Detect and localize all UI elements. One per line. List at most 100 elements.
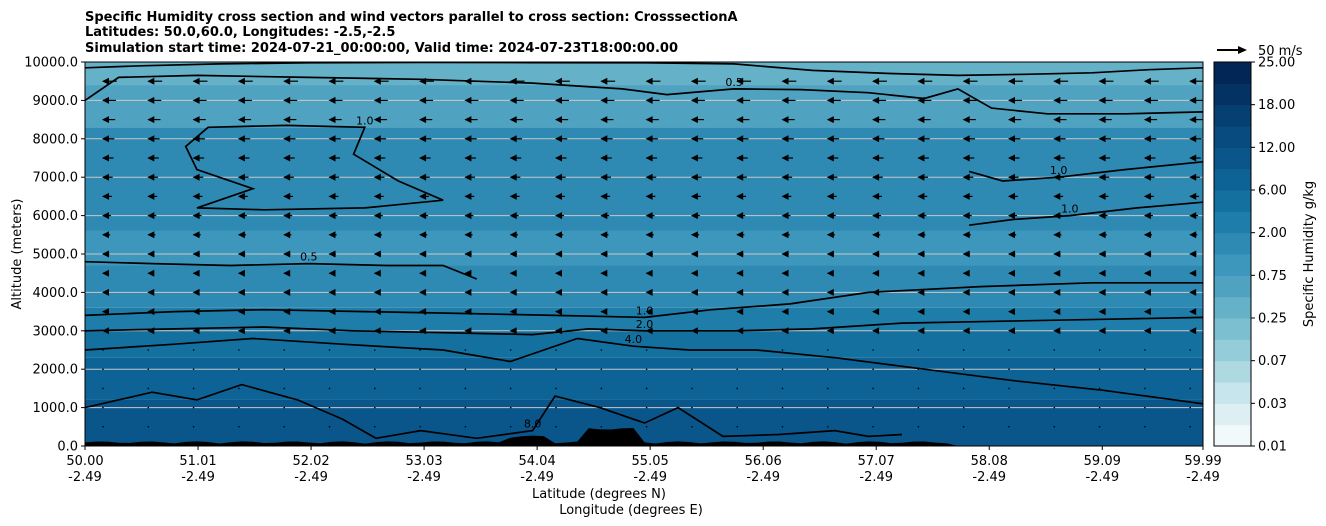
colorbar-segment [1214, 104, 1251, 127]
wind-vector-head [962, 231, 970, 239]
wind-vector-dot [102, 349, 104, 351]
wind-vector-dot [917, 368, 920, 371]
wind-vector-head [962, 96, 970, 104]
wind-vector-dot [1189, 426, 1191, 428]
wind-vector-dot [238, 406, 240, 409]
wind-vector-dot [1144, 368, 1146, 371]
colorbar-tick-label: 0.07 [1258, 354, 1287, 369]
wind-vector-dot [600, 368, 603, 371]
wind-vector-head [645, 231, 653, 239]
wind-vector-head [328, 192, 336, 200]
wind-vector-head [736, 308, 744, 316]
wind-vector-head [328, 96, 336, 104]
wind-vector-head [1189, 154, 1197, 162]
wind-vector-head [872, 77, 880, 85]
wind-vector-head [600, 288, 608, 296]
wind-vector-head [600, 96, 608, 104]
wind-vector-dot [102, 426, 104, 428]
wind-vector-head [1098, 231, 1106, 239]
wind-vector-head [962, 173, 970, 181]
wind-vector-dot [691, 406, 693, 409]
wind-vector-head [1008, 173, 1015, 181]
wind-vector-head [328, 308, 336, 316]
wind-vector-head [962, 250, 970, 258]
y-axis-label: Altitude (meters) [10, 199, 25, 310]
wind-vector-head [1189, 288, 1197, 296]
wind-vector-dot [419, 387, 421, 390]
wind-vector-dot [600, 349, 603, 351]
wind-vector-head [328, 116, 336, 124]
wind-vector-dot [1144, 349, 1146, 351]
wind-vector-head [192, 269, 200, 277]
wind-vector-dot [1189, 349, 1191, 351]
wind-vector-head [464, 116, 472, 124]
wind-vector-head [1053, 269, 1061, 277]
colorbar-frame [1213, 61, 1252, 447]
colorbar-segment [1214, 190, 1251, 212]
wind-vector-head [1189, 173, 1197, 181]
wind-vector-head [917, 327, 925, 335]
wind-vector-dot [1189, 387, 1191, 390]
wind-vector-head [1098, 77, 1106, 85]
wind-vector-head [192, 154, 200, 162]
wind-vector-head [283, 308, 291, 316]
contour-line [968, 201, 1203, 227]
wind-vector-head [645, 327, 653, 335]
wind-vector-head [1098, 212, 1106, 220]
wind-vector-head [328, 154, 336, 162]
wind-vector-dot [872, 387, 874, 390]
wind-vector-head [1008, 116, 1015, 124]
wind-vector-dot [192, 406, 195, 409]
wind-vector-dot [1053, 406, 1056, 409]
wind-vector-head [645, 250, 653, 258]
wind-vector-head [917, 154, 925, 162]
wind-vector-head [690, 173, 698, 181]
x-tick-label-lon: -2.49 [1085, 470, 1119, 485]
wind-vector-head [237, 269, 245, 277]
wind-vector-head [147, 288, 155, 296]
contour-line [85, 260, 478, 280]
wind-vector-head [872, 231, 880, 239]
wind-vector-head [102, 96, 109, 104]
wind-vector-head [645, 269, 653, 277]
wind-vector-head [1189, 96, 1197, 104]
wind-vector-dot [736, 387, 738, 390]
wind-vector-head [192, 231, 200, 239]
wind-vector-head [102, 116, 109, 124]
wind-vector-head [600, 77, 608, 85]
wind-vector-head [872, 173, 880, 181]
wind-vector-head [555, 250, 562, 258]
x-axis-label-longitude: Longitude (degrees E) [559, 503, 703, 518]
wind-vector-head [147, 327, 155, 335]
wind-vector-head [645, 96, 653, 104]
wind-vector-head [781, 212, 789, 220]
wind-vector-head [736, 192, 744, 200]
wind-vector-dot [509, 368, 512, 371]
contour-label: 2.0 [636, 318, 654, 331]
wind-vector-head [781, 250, 789, 258]
wind-vector-head [283, 250, 291, 258]
wind-vector-head [1008, 231, 1015, 239]
wind-vector-head [509, 212, 517, 220]
wind-vector-head [237, 288, 245, 296]
wind-vector-head [1143, 269, 1151, 277]
y-tick-label: 2000.0 [33, 363, 79, 378]
colorbar-segment [1214, 360, 1251, 383]
wind-vector-head [509, 269, 517, 277]
wind-vector-head [1143, 288, 1151, 296]
wind-vector-head [781, 192, 789, 200]
wind-vector-head [283, 173, 291, 181]
humidity-band [85, 127, 1203, 231]
colorbar-ticks: 0.01 0.03 0.07 0.25 0.75 2.00 6.00 12.00 18.00 25… [1251, 56, 1295, 455]
wind-vector-head [555, 212, 562, 220]
wind-vector-head [872, 308, 880, 316]
x-tick-label-lat: 52.02 [292, 454, 329, 469]
wind-vector-head [373, 96, 381, 104]
wind-vector-dot [600, 387, 603, 390]
wind-vector-dot [1098, 406, 1101, 409]
y-tick-label: 7000.0 [33, 171, 79, 186]
wind-vector-dot [781, 426, 784, 428]
wind-vector-head [464, 327, 472, 335]
colorbar-tick-label: 0.01 [1258, 440, 1287, 455]
wind-vector-head [509, 96, 517, 104]
